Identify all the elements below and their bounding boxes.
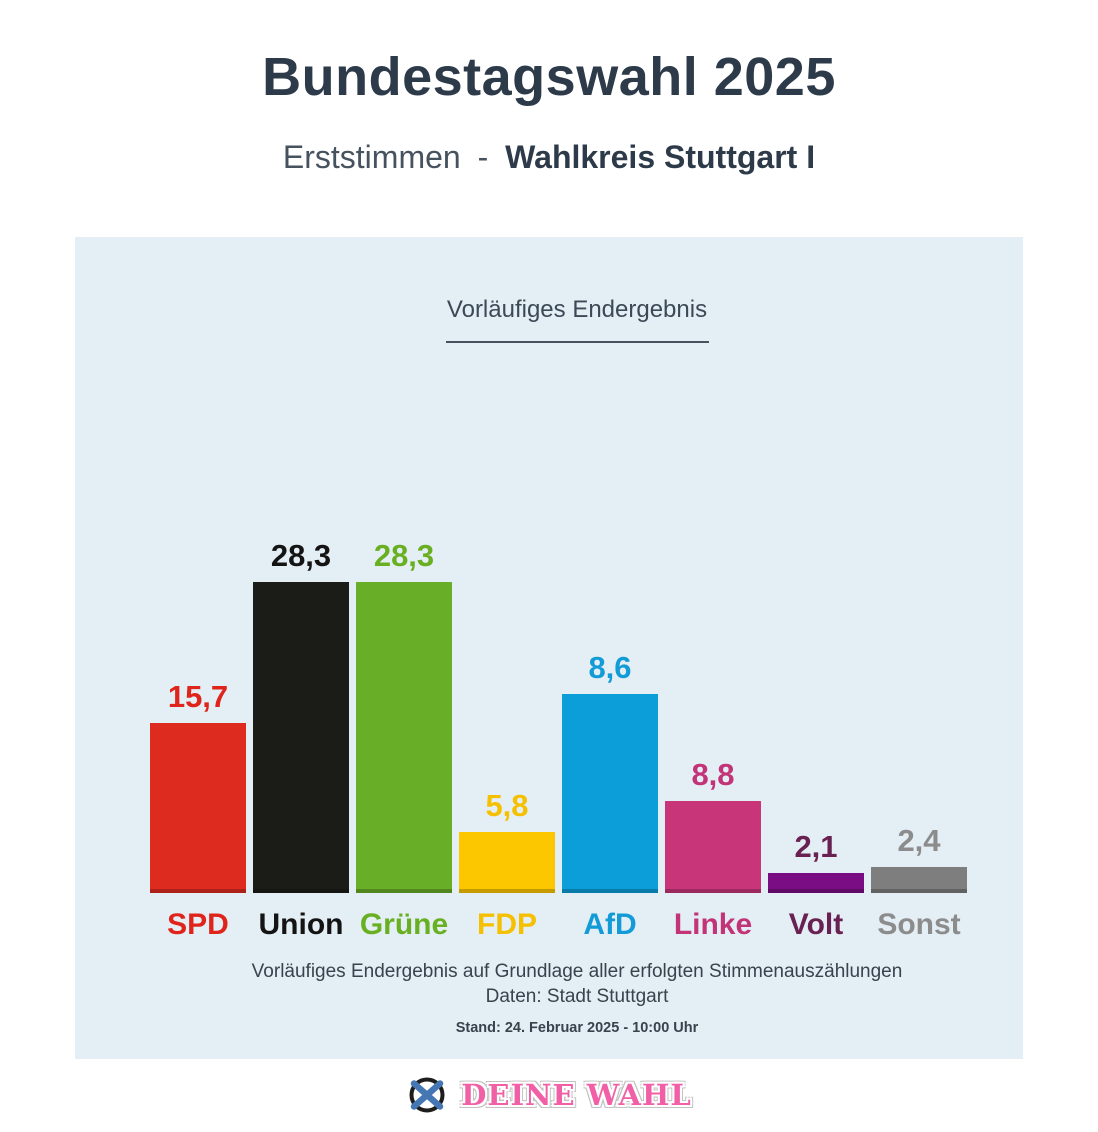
category-label-linke: Linke bbox=[673, 908, 753, 941]
results-panel: Vorläufiges Endergebnis 15,7 SPD 28,3 Union… bbox=[75, 237, 1023, 1059]
bar-group-fdp: 5,8 FDP bbox=[459, 790, 555, 949]
brand-logo: DEINE WAHL bbox=[0, 1074, 1098, 1116]
footnote-data-source: Daten: Stadt Stuttgart bbox=[485, 986, 669, 1007]
value-label-linke: 8,8 bbox=[691, 757, 735, 792]
bar-group-volt: 2,1 Volt bbox=[768, 831, 864, 949]
category-label-spd: SPD bbox=[167, 908, 229, 941]
bar-volt bbox=[768, 873, 864, 893]
category-label-volt: Volt bbox=[788, 908, 844, 941]
subtitle-vote-type: Erststimmen bbox=[282, 139, 461, 175]
bar-group-gruene: 28,3 Grüne bbox=[356, 540, 452, 949]
bar-group-union: 28,3 Union bbox=[253, 540, 349, 949]
value-label-gruene: 28,3 bbox=[373, 538, 435, 573]
footnote-basis: Vorläufiges Endergebnis auf Grundlage al… bbox=[251, 961, 903, 982]
panel-footer: Vorläufiges Endergebnis auf Grundlage al… bbox=[103, 959, 1051, 1036]
subtitle-separator: - bbox=[477, 139, 489, 175]
bar-group-spd: 15,7 SPD bbox=[150, 681, 246, 949]
bar-linke bbox=[665, 801, 761, 893]
bars-row: 15,7 SPD 28,3 Union 28,3 Grüne 5,8 FDP 8,6 AfD 8,8… bbox=[150, 540, 967, 949]
brand-name: DEINE WAHL bbox=[461, 1078, 692, 1112]
value-label-afd: 8,6 bbox=[588, 650, 632, 685]
value-label-spd: 15,7 bbox=[167, 679, 229, 714]
category-label-gruene: Grüne bbox=[359, 908, 449, 941]
page-title: Bundestagswahl 2025 bbox=[262, 47, 836, 107]
category-label-sonst: Sonst bbox=[877, 908, 961, 941]
bar-group-afd: 8,6 AfD bbox=[562, 652, 658, 949]
category-label-union: Union bbox=[258, 908, 344, 941]
value-label-volt: 2,1 bbox=[794, 829, 838, 864]
bar-union bbox=[253, 582, 349, 893]
bar-gruene bbox=[356, 582, 452, 893]
chart-heading-block: Vorläufiges Endergebnis bbox=[103, 295, 1051, 343]
heading-underline bbox=[445, 341, 709, 343]
subtitle-district: Wahlkreis Stuttgart I bbox=[505, 139, 816, 175]
ballot-cross-icon bbox=[409, 1077, 445, 1113]
subtitle: Erststimmen - Wahlkreis Stuttgart I bbox=[0, 139, 1098, 176]
bar-group-linke: 8,8 Linke bbox=[665, 759, 761, 949]
value-label-union: 28,3 bbox=[270, 538, 332, 573]
value-label-fdp: 5,8 bbox=[485, 788, 529, 823]
footnote-stand: Stand: 24. Februar 2025 - 10:00 Uhr bbox=[455, 1020, 699, 1036]
bar-spd bbox=[150, 723, 246, 893]
category-label-afd: AfD bbox=[583, 908, 637, 941]
value-label-sonst: 2,4 bbox=[897, 823, 941, 858]
chart-heading: Vorläufiges Endergebnis bbox=[446, 296, 708, 323]
bar-group-sonst: 2,4 Sonst bbox=[871, 825, 967, 949]
bar-sonst bbox=[871, 867, 967, 893]
bar-afd bbox=[562, 694, 658, 893]
category-label-fdp: FDP bbox=[477, 908, 537, 941]
bar-fdp bbox=[459, 832, 555, 893]
